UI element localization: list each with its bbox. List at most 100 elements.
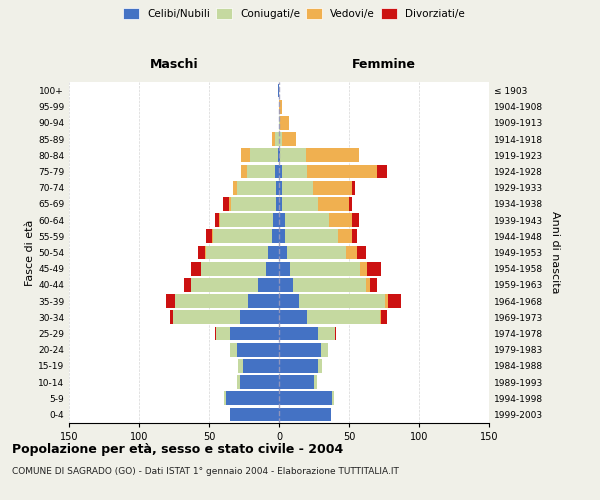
Bar (205, 246, 206, 260)
Bar (230, 326, 279, 340)
Bar (279, 213, 284, 227)
Bar (279, 230, 284, 243)
Bar (282, 164, 307, 178)
Bar (338, 230, 352, 243)
Bar (279, 294, 299, 308)
Bar (240, 375, 279, 389)
Bar (276, 181, 279, 194)
Bar (279, 148, 280, 162)
Bar (313, 181, 352, 194)
Bar (278, 148, 279, 162)
Bar (240, 310, 279, 324)
Bar (268, 246, 279, 260)
Bar (215, 213, 219, 227)
Bar (367, 262, 381, 276)
Bar (279, 197, 282, 211)
Bar (279, 262, 290, 276)
Text: Femmine: Femmine (352, 58, 416, 71)
Bar (223, 197, 229, 211)
Bar (299, 294, 385, 308)
Bar (233, 181, 237, 194)
Bar (279, 392, 332, 405)
Bar (279, 326, 318, 340)
Bar (247, 164, 275, 178)
Bar (380, 310, 381, 324)
Legend: Celibi/Nubili, Coniugati/e, Vedovi/e, Divorziati/e: Celibi/Nubili, Coniugati/e, Vedovi/e, Di… (120, 5, 468, 22)
Bar (318, 326, 335, 340)
Bar (358, 246, 366, 260)
Bar (282, 181, 313, 194)
Bar (274, 213, 279, 227)
Bar (230, 343, 237, 356)
Bar (321, 343, 328, 356)
Bar (219, 213, 220, 227)
Bar (329, 213, 352, 227)
Bar (266, 262, 279, 276)
Bar (385, 294, 388, 308)
Bar (275, 164, 279, 178)
Bar (352, 213, 359, 227)
Bar (237, 375, 240, 389)
Bar (280, 116, 289, 130)
Bar (170, 310, 173, 324)
Bar (279, 375, 314, 389)
Y-axis label: Anni di nascita: Anni di nascita (550, 211, 560, 294)
Bar (284, 213, 329, 227)
Bar (198, 246, 205, 260)
Bar (212, 230, 213, 243)
Bar (184, 278, 191, 292)
Bar (238, 359, 242, 372)
Bar (287, 246, 346, 260)
Bar (191, 262, 200, 276)
Bar (173, 310, 240, 324)
Text: Maschi: Maschi (149, 58, 199, 71)
Bar (279, 278, 293, 292)
Bar (216, 326, 230, 340)
Bar (230, 408, 279, 422)
Bar (279, 181, 282, 194)
Text: COMUNE DI SAGRADO (GO) - Dati ISTAT 1° gennaio 2004 - Elaborazione TUTTITALIA.IT: COMUNE DI SAGRADO (GO) - Dati ISTAT 1° g… (12, 468, 399, 476)
Bar (226, 392, 279, 405)
Bar (200, 262, 266, 276)
Bar (279, 116, 280, 130)
Bar (290, 262, 360, 276)
Bar (279, 246, 287, 260)
Bar (280, 148, 305, 162)
Bar (352, 230, 358, 243)
Bar (318, 197, 349, 211)
Bar (278, 84, 279, 98)
Bar (220, 213, 274, 227)
Bar (282, 132, 296, 146)
Bar (272, 132, 275, 146)
Bar (381, 310, 387, 324)
Bar (175, 294, 248, 308)
Bar (346, 246, 358, 260)
Bar (241, 148, 250, 162)
Text: Popolazione per età, sesso e stato civile - 2004: Popolazione per età, sesso e stato civil… (12, 442, 343, 456)
Bar (370, 278, 377, 292)
Bar (335, 326, 337, 340)
Bar (279, 408, 331, 422)
Bar (258, 278, 279, 292)
Bar (332, 392, 334, 405)
Bar (206, 246, 268, 260)
Bar (279, 343, 321, 356)
Bar (318, 359, 322, 372)
Bar (191, 278, 258, 292)
Bar (279, 359, 318, 372)
Bar (284, 230, 338, 243)
Bar (242, 359, 279, 372)
Bar (349, 197, 352, 211)
Bar (224, 392, 226, 405)
Bar (237, 343, 279, 356)
Bar (360, 262, 367, 276)
Bar (237, 181, 276, 194)
Bar (206, 230, 212, 243)
Bar (279, 132, 282, 146)
Bar (293, 278, 366, 292)
Bar (307, 164, 377, 178)
Bar (215, 326, 216, 340)
Bar (276, 197, 279, 211)
Bar (366, 278, 370, 292)
Bar (275, 132, 279, 146)
